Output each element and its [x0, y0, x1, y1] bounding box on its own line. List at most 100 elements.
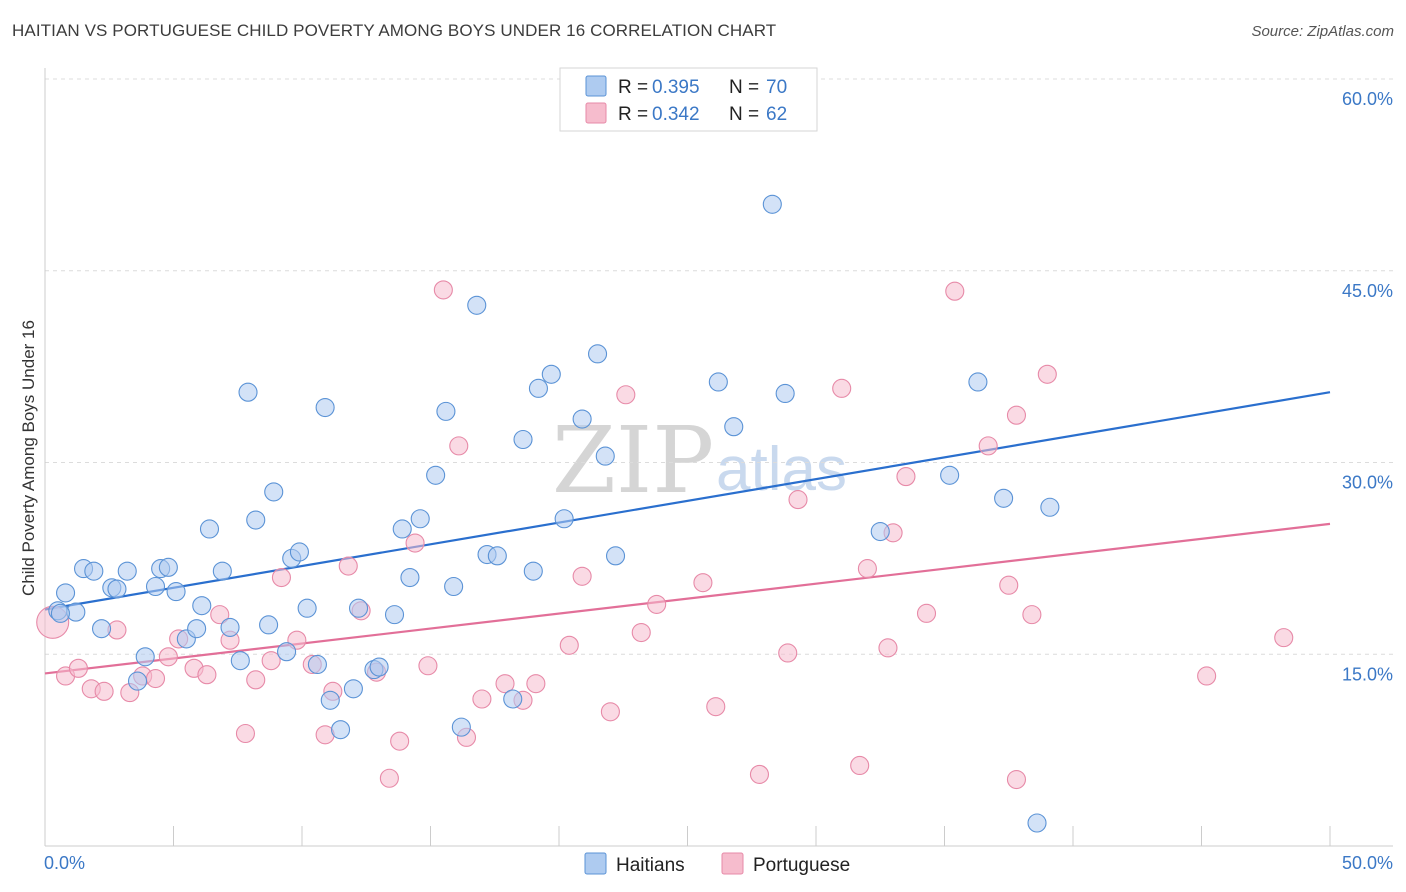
- y-tick-labels: 15.0% 30.0% 45.0% 60.0%: [1342, 89, 1393, 684]
- x-tick-label-min: 0.0%: [44, 853, 85, 873]
- point-portuguese: [572, 566, 592, 586]
- point-haitians: [587, 344, 608, 364]
- point-haitians: [199, 519, 220, 539]
- point-haitians: [968, 372, 988, 392]
- point-haitians: [297, 598, 317, 618]
- point-portuguese: [749, 764, 770, 784]
- point-haitians: [503, 689, 523, 709]
- point-haitians: [528, 378, 548, 398]
- point-haitians: [212, 561, 232, 581]
- point-portuguese: [379, 768, 399, 788]
- point-portuguese: [878, 638, 898, 658]
- bottom-legend-label-portuguese: Portuguese: [753, 855, 850, 876]
- point-haitians: [436, 401, 456, 421]
- point-haitians: [277, 642, 297, 662]
- point-haitians: [220, 617, 240, 637]
- point-portuguese: [857, 559, 877, 579]
- legend-r-value-portuguese: 0.342: [652, 104, 700, 125]
- point-portuguese: [158, 647, 178, 667]
- trend-lines: [44, 391, 1331, 675]
- point-haitians: [369, 657, 389, 677]
- point-portuguese: [472, 689, 492, 709]
- point-haitians: [230, 651, 250, 671]
- legend-r-value-haitians: 0.395: [652, 77, 700, 98]
- point-haitians: [724, 417, 744, 437]
- y-tick-label: 30.0%: [1342, 473, 1393, 493]
- point-haitians: [708, 372, 728, 392]
- point-portuguese: [197, 665, 217, 685]
- point-haitians: [56, 583, 76, 603]
- point-haitians: [320, 690, 340, 710]
- point-portuguese: [916, 603, 937, 623]
- point-haitians: [107, 579, 127, 599]
- point-haitians: [246, 510, 266, 530]
- point-portuguese: [210, 605, 230, 625]
- point-portuguese: [1022, 605, 1042, 625]
- point-haitians: [84, 561, 104, 581]
- point-portuguese: [999, 575, 1019, 595]
- point-portuguese: [1274, 628, 1294, 648]
- point-portuguese: [1197, 666, 1217, 686]
- point-haitians: [940, 465, 960, 485]
- point-haitians: [166, 582, 186, 602]
- legend: R = 0.395 N = 70 R = 0.342 N = 62: [559, 67, 818, 132]
- bottom-legend: Haitians Portuguese: [584, 852, 850, 876]
- point-haitians: [91, 619, 112, 639]
- gridlines: [45, 78, 1393, 655]
- axes: [44, 68, 1393, 847]
- point-haitians: [384, 605, 405, 625]
- point-haitians: [117, 561, 137, 581]
- point-haitians: [487, 546, 507, 566]
- source-credit: Source: ZipAtlas.com: [1251, 23, 1394, 40]
- legend-n-value-haitians: 70: [766, 77, 787, 98]
- point-portuguese: [616, 385, 636, 405]
- point-portuguese: [271, 567, 291, 588]
- point-haitians: [605, 546, 626, 566]
- point-haitians: [307, 654, 327, 675]
- legend-n-label-portuguese: N =: [729, 104, 759, 125]
- point-portuguese: [1006, 405, 1027, 425]
- y-tick-label: 45.0%: [1342, 281, 1393, 301]
- point-haitians: [135, 647, 155, 667]
- point-portuguese: [68, 658, 88, 678]
- point-portuguese: [631, 622, 651, 643]
- point-haitians: [343, 679, 363, 699]
- point-haitians: [513, 429, 533, 450]
- point-portuguese: [145, 668, 166, 689]
- point-haitians: [994, 488, 1014, 508]
- point-portuguese: [850, 755, 870, 776]
- point-haitians: [762, 194, 782, 214]
- point-portuguese: [693, 573, 713, 593]
- point-haitians: [541, 364, 561, 384]
- point-portuguese: [449, 436, 469, 456]
- point-haitians: [187, 619, 207, 639]
- data-points: [36, 194, 1294, 833]
- point-portuguese: [405, 533, 425, 553]
- point-portuguese: [945, 281, 965, 301]
- point-haitians: [870, 521, 890, 542]
- point-haitians: [238, 382, 258, 402]
- point-portuguese: [338, 556, 358, 576]
- bottom-legend-swatch-haitians: [584, 852, 607, 875]
- chart-title: HAITIAN VS PORTUGUESE CHILD POVERTY AMON…: [12, 21, 777, 40]
- point-portuguese: [1037, 364, 1057, 384]
- point-portuguese: [418, 656, 438, 676]
- point-portuguese: [526, 674, 546, 694]
- point-haitians: [595, 446, 615, 466]
- point-haitians: [1027, 813, 1047, 833]
- point-portuguese: [788, 490, 808, 510]
- point-portuguese: [978, 436, 998, 456]
- point-haitians: [145, 576, 166, 597]
- legend-swatch-portuguese: [585, 102, 607, 124]
- point-portuguese: [390, 731, 410, 751]
- point-haitians: [330, 720, 351, 740]
- legend-swatch-haitians: [585, 75, 607, 97]
- point-portuguese: [832, 378, 852, 398]
- point-haitians: [451, 717, 471, 737]
- point-haitians: [259, 615, 279, 635]
- point-portuguese: [706, 697, 726, 717]
- trend-line-portuguese: [44, 522, 1331, 675]
- point-haitians: [192, 596, 212, 616]
- x-tick-label-max: 50.0%: [1342, 853, 1393, 873]
